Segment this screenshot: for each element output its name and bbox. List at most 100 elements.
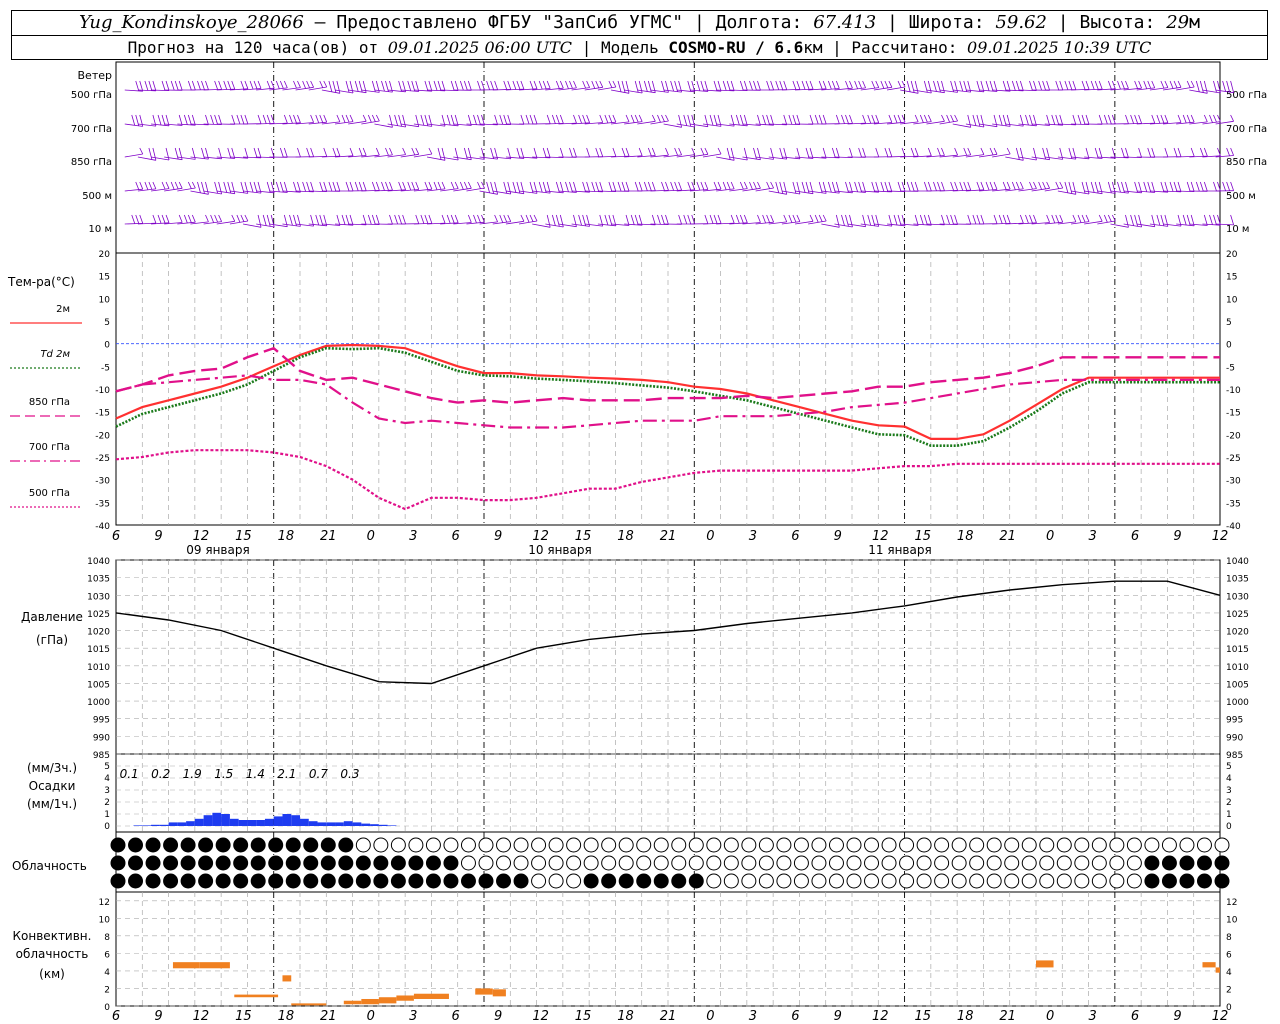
wind-barb-feather [722,80,727,91]
wind-barb [1215,89,1234,94]
wind-barb-feather [354,181,359,191]
wind-barb [702,123,722,127]
wind-barb-feather [914,80,919,94]
wind-barb-feather [139,80,144,92]
wind-barb-feather [297,114,301,123]
cloud-cover-icon [408,873,424,889]
wind-barb-feather [411,181,416,190]
wind-barb [505,220,524,225]
wind-barb-feather [161,80,166,91]
wind-barb-feather [871,181,876,193]
cloud-cover-icon [1196,837,1212,853]
wind-barb-feather [503,214,508,223]
wind-barb-feather [827,181,832,193]
precip-bar [186,821,195,826]
wind-barb-feather [1173,181,1178,192]
cloud-cover-icon [916,855,932,871]
wind-barb-feather [770,214,774,223]
wind-barb-feather [362,181,367,191]
wind-barb-feather [888,181,893,193]
wind-barb-feather [1107,114,1112,125]
wind-barb-feather [595,80,600,89]
wind-barb-feather [279,181,284,193]
wind-barb-feather [437,80,442,91]
wind-barb-feather [967,214,972,225]
wind-barb-feather [402,147,406,155]
cloud-cover-icon [1214,855,1230,871]
wind-barb-feather [293,181,297,193]
wind-barb-feather [963,181,968,191]
wind-barb [1044,156,1063,160]
wind-barb [190,156,209,160]
wind-level-label-right: 500 м [1226,191,1256,202]
wind-barb-feather [525,214,530,223]
wind-barb-feather [665,114,669,122]
wind-barb [216,156,235,159]
pressure-ytick-right: 1005 [1226,680,1249,690]
wind-barb-feather [144,181,149,190]
wind-barb-feather [835,80,840,89]
wind-barb-feather [424,181,429,190]
wind-barb [308,121,327,125]
wind-barb-feather [1015,147,1020,160]
precip-ytick-left: 5 [104,762,110,772]
wind-barb-feather [1081,114,1086,125]
wind-barb-feather [402,214,406,225]
cloud-cover-icon [688,837,704,853]
wind-barb-feather [428,147,433,155]
conv-cloud-bar [172,962,200,969]
wind-barb-feather [183,214,188,224]
wind-barb-feather [809,214,814,222]
wind-barb [900,223,919,226]
cloud-cover-icon [951,855,967,871]
wind-barb-feather [608,181,613,192]
wind-barb [1123,223,1142,228]
wind-barb-feather [678,147,682,156]
wind-barb [887,190,906,192]
temp-xtick: 6 [112,529,120,544]
wind-barb [939,89,958,93]
pressure-ytick-right: 1015 [1226,645,1249,655]
wind-barb-feather [170,80,175,91]
altitude-unit: м [1189,12,1200,33]
cloud-cover-icon [1074,873,1090,889]
temp-xtick: 21 [660,529,677,544]
wind-barb-feather [1199,80,1204,93]
wind-barb-feather [739,214,744,224]
wind-barb-feather [704,147,709,155]
wind-barb-feather [976,114,981,127]
conv-cloud-bar [361,998,379,1005]
wind-barb-feather [297,181,301,193]
cloud-cover-icon [110,855,126,871]
cloud-cover-icon [776,855,792,871]
wind-barb [1163,190,1182,193]
wind-barb-feather [402,114,407,128]
wind-barb-feather [381,181,385,191]
wind-barb-feather [989,147,994,156]
wind-barb-feather [1029,181,1033,190]
wind-barb-feather [1098,147,1103,159]
wind-barb-feather [941,214,945,226]
wind-barb-feather [704,214,709,224]
wind-barb-feather [218,114,223,125]
wind-barb [1057,190,1076,195]
wind-barb-feather [1006,147,1011,155]
wind-barb-feather [231,147,236,159]
wind-barb-feather [1147,147,1152,158]
wind-barb-feather [822,80,827,89]
wind-barb [610,89,630,94]
wind-barb [427,89,446,92]
conv-xtick: 3 [1088,1009,1096,1024]
wind-barb-feather [293,80,297,89]
wind-barb-feather [1107,214,1112,222]
conv-xtick: 12 [872,1009,889,1024]
wind-barb-feather [1151,80,1156,89]
wind-barb-feather [407,181,412,191]
wind-barb-feather [1182,214,1187,226]
wind-barb-feather [389,181,393,191]
wind-barb [952,89,971,93]
wind-barb-feather [310,114,314,123]
wind-barb [466,156,485,160]
wind-barb-feather [415,80,420,92]
conv-xtick: 18 [957,1009,974,1024]
